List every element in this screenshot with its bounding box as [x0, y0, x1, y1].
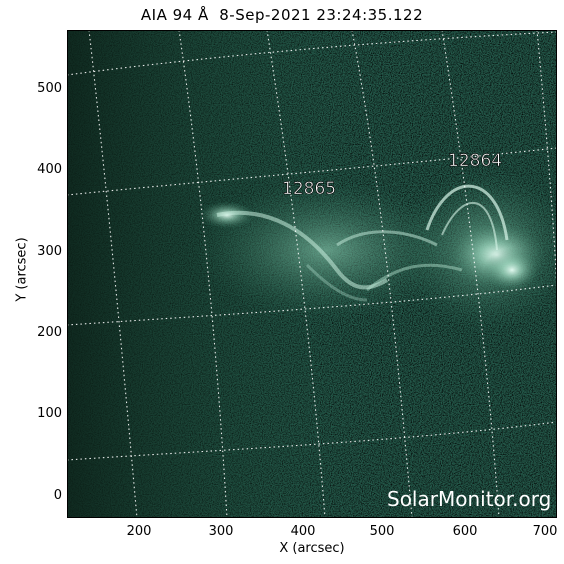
- y-tick-label: 500: [37, 81, 62, 96]
- y-tick-label: 0: [53, 488, 62, 503]
- axes-frame: [67, 30, 557, 518]
- y-tick-label: 300: [37, 244, 62, 259]
- image-title: AIA 94 Å 8-Sep-2021 23:24:35.122: [140, 6, 424, 24]
- y-tick-label: 200: [37, 325, 62, 340]
- x-tick-label: 500: [369, 524, 395, 539]
- coronal-loops: [197, 170, 557, 330]
- x-tick-label: 700: [532, 524, 558, 539]
- region-labels: 12865 12864: [282, 151, 503, 200]
- x-axis-label: X (arcsec): [279, 541, 345, 556]
- solar-image: 12865 12864 SolarMonitor.org: [67, 30, 557, 518]
- region-label-12864: 12864: [448, 151, 502, 171]
- x-tick-label: 400: [290, 524, 316, 539]
- y-tick-label: 100: [37, 406, 62, 421]
- y-axis-label: Y (arcsec): [14, 237, 30, 302]
- region-label-12865: 12865: [282, 179, 336, 199]
- watermark: SolarMonitor.org: [387, 487, 551, 511]
- y-tick-label: 400: [37, 162, 62, 177]
- x-tick-label: 300: [208, 524, 234, 539]
- heliographic-grid: [67, 30, 557, 518]
- x-tick-label: 600: [452, 524, 478, 539]
- x-tick-label: 200: [126, 524, 152, 539]
